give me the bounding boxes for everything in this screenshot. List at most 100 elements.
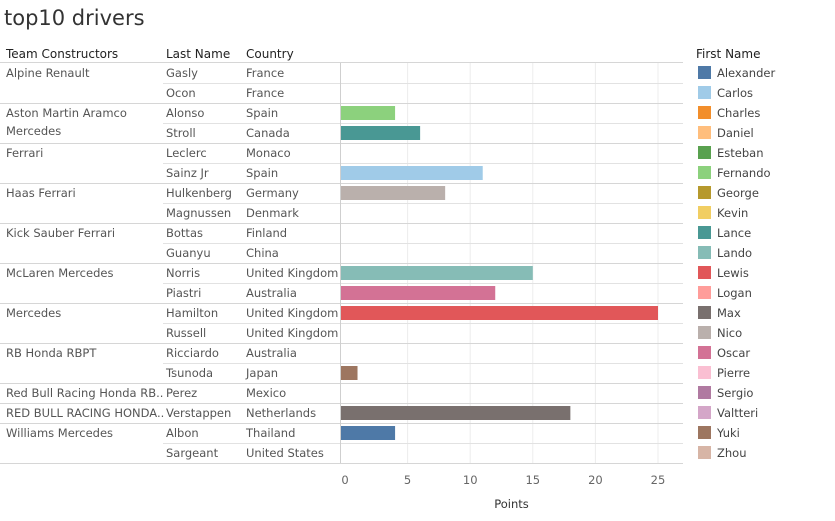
legend-label-george[interactable]: George (717, 186, 759, 200)
last-name-cell: Perez (166, 386, 197, 400)
legend-label-valtteri[interactable]: Valtteri (717, 406, 758, 420)
last-name-cell: Norris (166, 266, 200, 280)
last-name-cell: Piastri (166, 286, 201, 300)
x-tick-label: 10 (463, 473, 478, 487)
last-name-cell: Sargeant (166, 446, 219, 460)
legend-label-lance[interactable]: Lance (717, 226, 751, 240)
x-axis-title: Points (494, 497, 529, 511)
bar-lewis[interactable] (341, 306, 658, 320)
bar-nico[interactable] (341, 186, 446, 200)
legend-label-lando[interactable]: Lando (717, 246, 752, 260)
team-label: Aston Martin Aramco (6, 106, 127, 120)
team-label: Red Bull Racing Honda RB.. (6, 386, 163, 400)
country-cell: Netherlands (246, 406, 316, 420)
last-name-cell: Hulkenberg (166, 186, 232, 200)
legend-label-nico[interactable]: Nico (717, 326, 742, 340)
last-name-cell: Sainz Jr (166, 166, 209, 180)
legend-swatch-oscar[interactable] (698, 346, 711, 359)
team-label: McLaren Mercedes (6, 266, 113, 280)
country-cell: Japan (245, 366, 278, 380)
last-name-cell: Stroll (166, 126, 196, 140)
legend-label-oscar[interactable]: Oscar (717, 346, 750, 360)
team-label: Haas Ferrari (6, 186, 76, 200)
legend-swatch-nico[interactable] (698, 326, 711, 339)
country-cell: United Kingdom (246, 266, 338, 280)
legend-swatch-logan[interactable] (698, 286, 711, 299)
legend-swatch-valtteri[interactable] (698, 406, 711, 419)
legend-swatch-pierre[interactable] (698, 366, 711, 379)
legend-label-alexander[interactable]: Alexander (717, 66, 775, 80)
legend-label-pierre[interactable]: Pierre (717, 366, 750, 380)
x-tick-label: 25 (651, 473, 666, 487)
country-cell: Monaco (246, 146, 291, 160)
last-name-cell: Magnussen (166, 206, 231, 220)
legend-label-fernando[interactable]: Fernando (717, 166, 771, 180)
country-cell: Spain (246, 106, 278, 120)
legend-swatch-sergio[interactable] (698, 386, 711, 399)
country-cell: France (246, 86, 284, 100)
legend-label-kevin[interactable]: Kevin (717, 206, 748, 220)
legend-label-max[interactable]: Max (717, 306, 741, 320)
legend-swatch-carlos[interactable] (698, 86, 711, 99)
bar-alexander[interactable] (341, 426, 396, 440)
legend-label-logan[interactable]: Logan (717, 286, 752, 300)
legend-swatch-charles[interactable] (698, 106, 711, 119)
team-label: Alpine Renault (6, 66, 90, 80)
team-label: Mercedes (6, 306, 61, 320)
country-cell: Finland (246, 226, 287, 240)
country-cell: United Kingdom (246, 326, 338, 340)
country-cell: Spain (246, 166, 278, 180)
header-country[interactable]: Country (246, 47, 294, 61)
legend-swatch-fernando[interactable] (698, 166, 711, 179)
last-name-cell: Tsunoda (165, 366, 213, 380)
legend-swatch-lance[interactable] (698, 226, 711, 239)
legend-swatch-kevin[interactable] (698, 206, 711, 219)
country-cell: Australia (246, 286, 297, 300)
country-cell: France (246, 66, 284, 80)
legend-swatch-esteban[interactable] (698, 146, 711, 159)
bar-max[interactable] (341, 406, 571, 420)
legend-title: First Name (696, 47, 761, 61)
country-cell: China (246, 246, 279, 260)
legend-label-esteban[interactable]: Esteban (717, 146, 763, 160)
last-name-cell: Bottas (166, 226, 203, 240)
legend-label-sergio[interactable]: Sergio (717, 386, 753, 400)
country-cell: Germany (246, 186, 299, 200)
legend-label-zhou[interactable]: Zhou (717, 446, 747, 460)
legend-label-lewis[interactable]: Lewis (717, 266, 749, 280)
legend-label-yuki[interactable]: Yuki (716, 426, 740, 440)
bar-lando[interactable] (341, 266, 533, 280)
x-tick-label: 5 (404, 473, 411, 487)
legend-swatch-lewis[interactable] (698, 266, 711, 279)
last-name-cell: Albon (166, 426, 199, 440)
bar-yuki[interactable] (341, 366, 358, 380)
header-last-name[interactable]: Last Name (166, 47, 231, 61)
legend-swatch-zhou[interactable] (698, 446, 711, 459)
legend-swatch-max[interactable] (698, 306, 711, 319)
country-cell: Denmark (246, 206, 299, 220)
legend-swatch-alexander[interactable] (698, 66, 711, 79)
bar-carlos[interactable] (341, 166, 483, 180)
legend-swatch-george[interactable] (698, 186, 711, 199)
last-name-cell: Russell (166, 326, 206, 340)
bar-lance[interactable] (341, 126, 421, 140)
last-name-cell: Guanyu (166, 246, 211, 260)
legend-swatch-daniel[interactable] (698, 126, 711, 139)
legend-label-daniel[interactable]: Daniel (717, 126, 754, 140)
last-name-cell: Gasly (166, 66, 198, 80)
legend-swatch-yuki[interactable] (698, 426, 711, 439)
team-label: RED BULL RACING HONDA.. (6, 406, 164, 420)
team-label: Mercedes (6, 124, 61, 138)
country-cell: Canada (246, 126, 290, 140)
bar-fernando[interactable] (341, 106, 396, 120)
legend-swatch-lando[interactable] (698, 246, 711, 259)
header-team-constructors[interactable]: Team Constructors (6, 47, 119, 61)
legend-label-charles[interactable]: Charles (717, 106, 760, 120)
last-name-cell: Alonso (166, 106, 204, 120)
country-cell: Australia (246, 346, 297, 360)
legend-label-carlos[interactable]: Carlos (717, 86, 753, 100)
bar-oscar[interactable] (341, 286, 496, 300)
chart-title: top10 drivers (4, 6, 145, 30)
country-cell: Mexico (246, 386, 286, 400)
